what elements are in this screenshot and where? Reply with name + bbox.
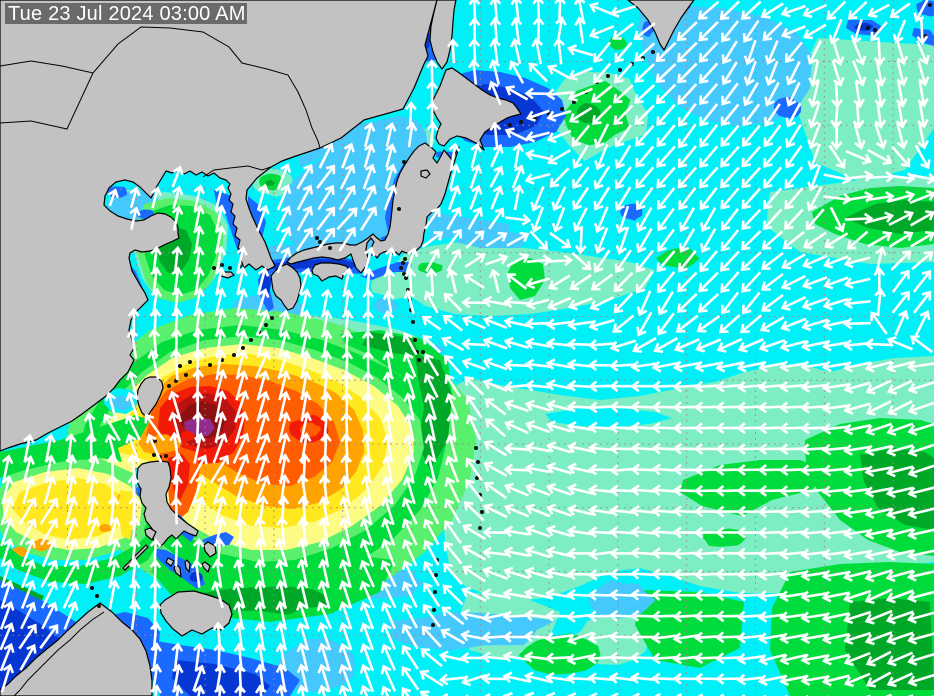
svg-text:Tue 23 Jul 2024 03:00 AM: Tue 23 Jul 2024 03:00 AM [8,3,246,25]
